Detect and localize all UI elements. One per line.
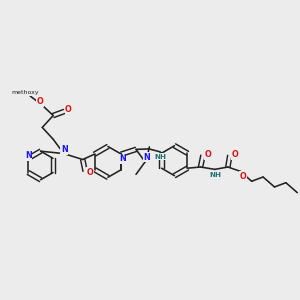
Text: O: O [204, 150, 211, 159]
Text: N: N [25, 151, 32, 160]
Text: O: O [239, 172, 246, 181]
Text: N: N [61, 145, 68, 154]
Text: NH: NH [210, 172, 222, 178]
Text: O: O [86, 168, 93, 177]
Text: methoxy: methoxy [11, 90, 39, 95]
Text: NH: NH [155, 154, 167, 160]
Text: O: O [37, 97, 43, 106]
Text: N: N [119, 154, 126, 164]
Text: N: N [144, 153, 150, 162]
Text: O: O [231, 150, 238, 159]
Text: O: O [65, 105, 72, 114]
